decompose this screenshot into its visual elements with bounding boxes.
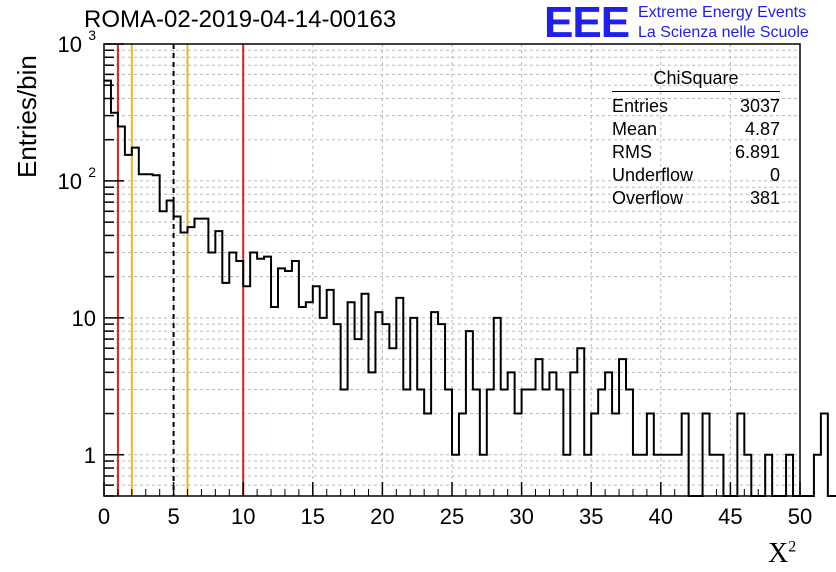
logo-line-2: La Scienza nelle Scuole	[638, 24, 809, 41]
y-tick-label: 1	[84, 443, 96, 468]
x-tick-label: 0	[98, 504, 110, 529]
x-tick-label: 35	[579, 504, 603, 529]
logo-line-1: Extreme Energy Events	[638, 4, 807, 21]
x-tick-label: 50	[788, 504, 812, 529]
y-tick-label: 10	[72, 306, 96, 331]
eee-logo: EEE	[544, 0, 630, 47]
tick-labels: 0 5 10 15 20 25 30 35 40 45 50 1 10 10 2 10 3	[58, 27, 813, 529]
x-tick-label: 45	[718, 504, 742, 529]
stats-title: ChiSquare	[612, 68, 780, 92]
x-tick-label: 15	[301, 504, 325, 529]
x-tick-label: 20	[370, 504, 394, 529]
x-axis-label: X2	[768, 538, 797, 569]
stats-row: Underflow 0	[612, 165, 780, 185]
x-tick-label: 25	[440, 504, 464, 529]
x-tick-label: 5	[167, 504, 179, 529]
x-tick-label: 30	[509, 504, 533, 529]
stats-row: Mean 4.87	[612, 119, 780, 139]
stats-row: Overflow 381	[612, 188, 780, 208]
x-tick-label: 40	[649, 504, 673, 529]
y-tick-label: 10	[58, 32, 82, 57]
stats-row: RMS 6.891	[612, 142, 780, 162]
x-tick-label: 10	[231, 504, 255, 529]
y-tick-exponent: 2	[88, 164, 96, 180]
grid	[104, 44, 800, 496]
stats-box: ChiSquare Entries 3037 Mean 4.87 RMS 6.891 …	[612, 68, 780, 211]
histogram-line	[104, 79, 836, 497]
y-axis-label: Entries/bin	[12, 55, 42, 178]
y-tick-exponent: 3	[88, 27, 96, 43]
reference-lines	[116, 44, 245, 496]
axis-ticks	[103, 43, 801, 497]
stats-row: Entries 3037	[612, 96, 780, 116]
y-tick-label: 10	[58, 169, 82, 194]
chart-title: ROMA-02-2019-04-14-00163	[84, 6, 397, 33]
